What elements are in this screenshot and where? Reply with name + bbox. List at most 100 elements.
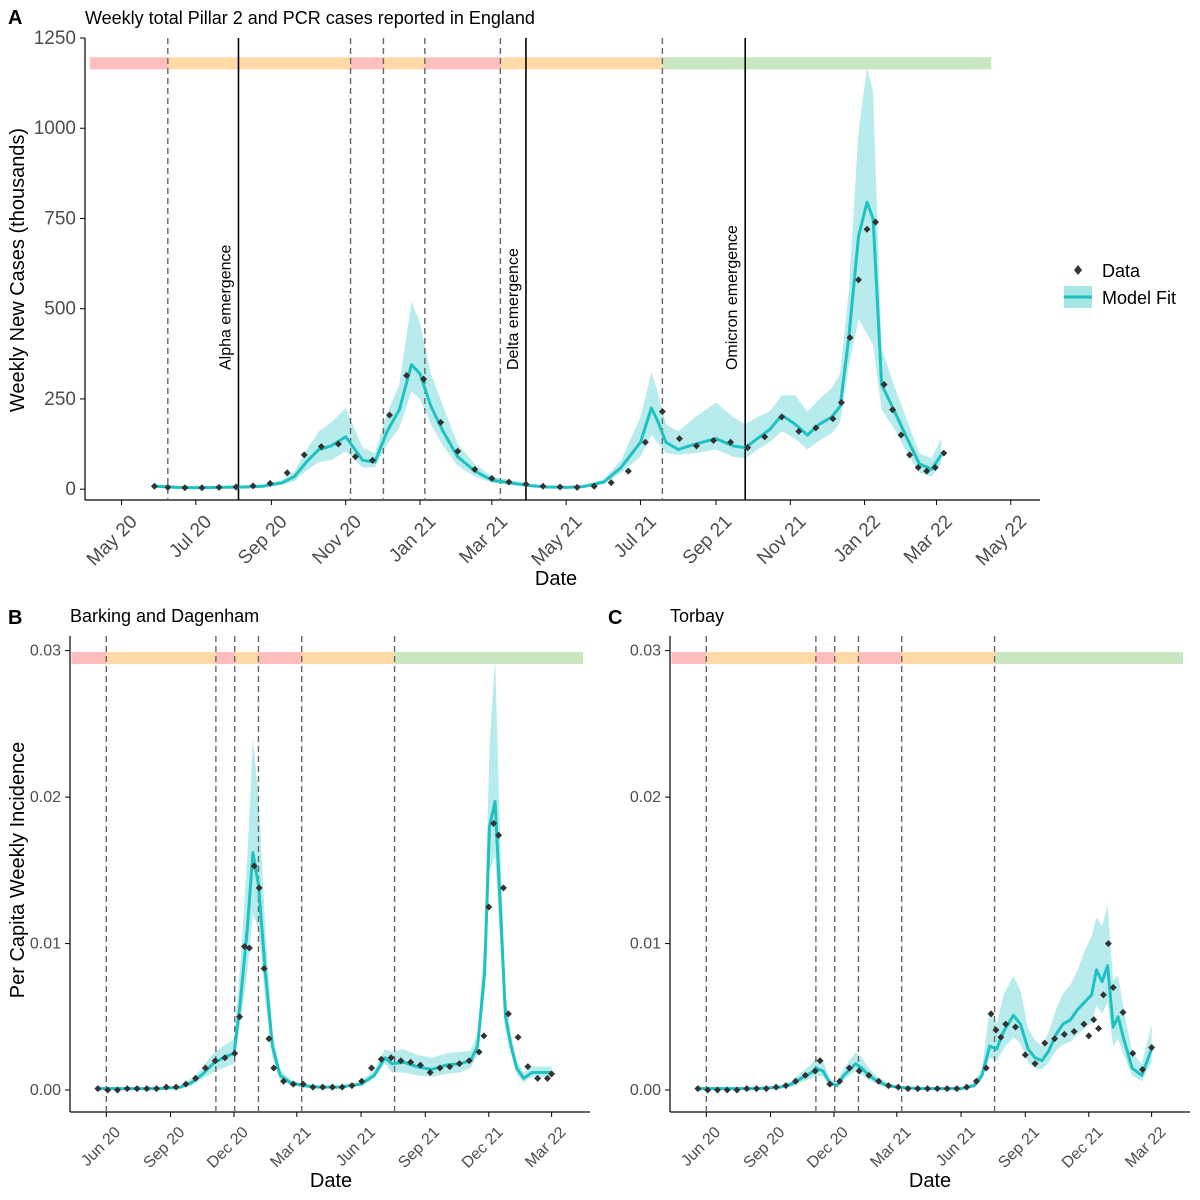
panel-a-data-point [266, 479, 274, 487]
panel-c-title: Torbay [670, 606, 724, 626]
panel-c-data-point [1129, 1049, 1137, 1057]
panel-c-data-point [933, 1085, 941, 1093]
panel-b-data-point [455, 1060, 463, 1068]
panel-b-data-point [348, 1082, 356, 1090]
panel-c-xtick-label: Jun 21 [933, 1124, 979, 1170]
panel-a-xtick-label: Sep 21 [679, 511, 736, 568]
panel-c-data-point [723, 1086, 731, 1094]
panel-a-data-point [761, 433, 769, 441]
panel-a-model-fit-line [154, 200, 943, 490]
panel-c-data-point [914, 1085, 922, 1093]
panel-b-xtick-label: Dec 21 [459, 1124, 507, 1172]
panel-b-data-point [192, 1074, 200, 1082]
panel-a-data-point [940, 449, 948, 457]
panel-c-data-point [733, 1086, 741, 1094]
panel-b-restriction-segment [301, 651, 395, 664]
panel-a-data-point [198, 484, 206, 492]
panel-b-data-point [201, 1064, 209, 1072]
panel-c-data-point [987, 1010, 995, 1018]
panel-c-data-point [963, 1083, 971, 1091]
panel-c-fit-ribbon [697, 905, 1152, 1090]
panel-a-data-point [778, 413, 786, 421]
legend-data-marker [1074, 265, 1082, 275]
panel-a-xtick-label: Sep 20 [234, 511, 291, 568]
panel-c-data-point [972, 1077, 980, 1085]
panel-a-data-point [215, 483, 223, 491]
panel-a-data-point [607, 479, 615, 487]
panel-b-data-point [465, 1057, 473, 1065]
panel-b-data-point [475, 1048, 483, 1056]
panel-c-ytick-label: 0.02 [630, 789, 661, 806]
legend: Data Model Fit [1064, 260, 1176, 308]
panel-c-data-point [811, 1067, 819, 1075]
legend-fit-label: Model Fit [1102, 288, 1176, 308]
panel-b-xtick-label: Jun 21 [333, 1124, 379, 1170]
panel-b-data-point [358, 1077, 366, 1085]
panel-c-data-point [1012, 1023, 1020, 1031]
panel-c-data-point [694, 1085, 702, 1093]
panel-a-data-point [386, 411, 394, 419]
variant-emergence-label: Omicron emergence [724, 225, 741, 370]
panel-a-data-point [923, 467, 931, 475]
panel-c-torbay: Torbay Date 0.00 0.01 0.02 0.03 Jun 20 Sep 20… [630, 606, 1190, 1192]
variant-emergence-label: Delta emergence [505, 248, 522, 370]
panel-c-xlabel: Date [909, 1170, 951, 1192]
panel-b-data-point [407, 1058, 415, 1066]
panel-c-restriction-segment [815, 651, 835, 664]
panel-a-data-point [283, 469, 291, 477]
panel-a-restriction-segment [662, 57, 992, 70]
legend-data-label: Data [1102, 261, 1141, 281]
panel-a-data-point [692, 442, 700, 450]
panel-b-restriction-segment [258, 651, 302, 664]
panel-a-xtick-label: Nov 20 [309, 511, 366, 568]
panel-c-data-point [884, 1082, 892, 1090]
panel-a-data-point [437, 418, 445, 426]
panel-c-data-point [953, 1085, 961, 1093]
panel-c-ytick-label: 0.00 [630, 1082, 661, 1099]
panel-c-data-point [713, 1086, 721, 1094]
panel-c-restriction-segment [858, 651, 902, 664]
panel-c-xtick-label: Dec 21 [1059, 1124, 1107, 1172]
panel-b-data-point [260, 964, 268, 972]
panel-c-data-point [924, 1085, 932, 1093]
panel-a-data-point [897, 431, 905, 439]
panel-a-ytick-label: 1000 [34, 118, 76, 139]
panel-a-data-point [488, 474, 496, 482]
panel-b-data-point [245, 944, 253, 952]
panel-b-ytick-label: 0.02 [30, 789, 61, 806]
panel-c-data-point [982, 1064, 990, 1072]
panel-b-xtick-label: Mar 21 [267, 1124, 314, 1171]
panel-b-data-point [495, 831, 503, 839]
panel-a-data-point [539, 482, 547, 490]
panel-a-data-point [710, 436, 718, 444]
panel-b-data-point [480, 1032, 488, 1040]
panel-b-data-point [265, 1035, 273, 1043]
panel-c-data-point [1119, 1008, 1127, 1016]
panel-a-data-point [889, 406, 897, 414]
panel-b-xtick-label: Sep 21 [395, 1124, 443, 1172]
panel-c-data-point [1148, 1044, 1156, 1052]
panel-a-data-point [150, 482, 158, 490]
panel-a-data-point [334, 440, 342, 448]
panel-a-data-point [556, 483, 564, 491]
panel-c-data-point [704, 1086, 712, 1094]
panel-b-data-point [368, 1064, 376, 1072]
panel-a-data-point [403, 371, 411, 379]
panel-a-restriction-segment [500, 57, 663, 70]
panel-c-data-point [997, 1033, 1005, 1041]
panel-a-data-point [505, 478, 513, 486]
panel-b-data-point [153, 1085, 161, 1093]
panel-a-data-point [181, 484, 189, 492]
panel-b-data-point [485, 903, 493, 911]
panel-a-xtick-label: Nov 21 [753, 511, 810, 568]
panel-a-ytick-label: 750 [44, 208, 76, 229]
panel-a-fit-ribbon [154, 66, 942, 489]
panel-b-data-point [377, 1055, 385, 1063]
panel-a-data-point [863, 225, 871, 233]
panel-a-data-point [351, 453, 359, 461]
panel-b-data-point [436, 1064, 444, 1072]
panel-c-data-point [992, 1026, 1000, 1034]
panel-b-restriction-segment [394, 651, 584, 664]
panel-label-b: B [8, 607, 22, 629]
